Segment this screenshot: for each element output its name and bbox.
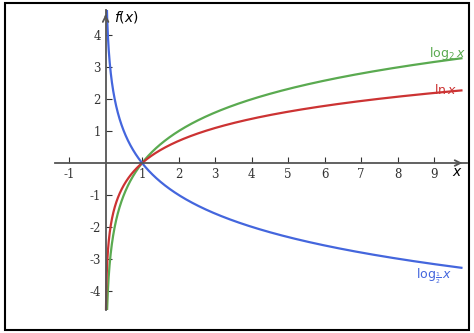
Text: $\log_{\frac{1}{2}} x$: $\log_{\frac{1}{2}} x$	[416, 266, 452, 286]
Text: $x$: $x$	[452, 165, 463, 179]
Text: $\log_2 x$: $\log_2 x$	[428, 45, 465, 62]
Text: $\ln x$: $\ln x$	[434, 83, 457, 97]
Text: $f(x)$: $f(x)$	[114, 9, 138, 25]
